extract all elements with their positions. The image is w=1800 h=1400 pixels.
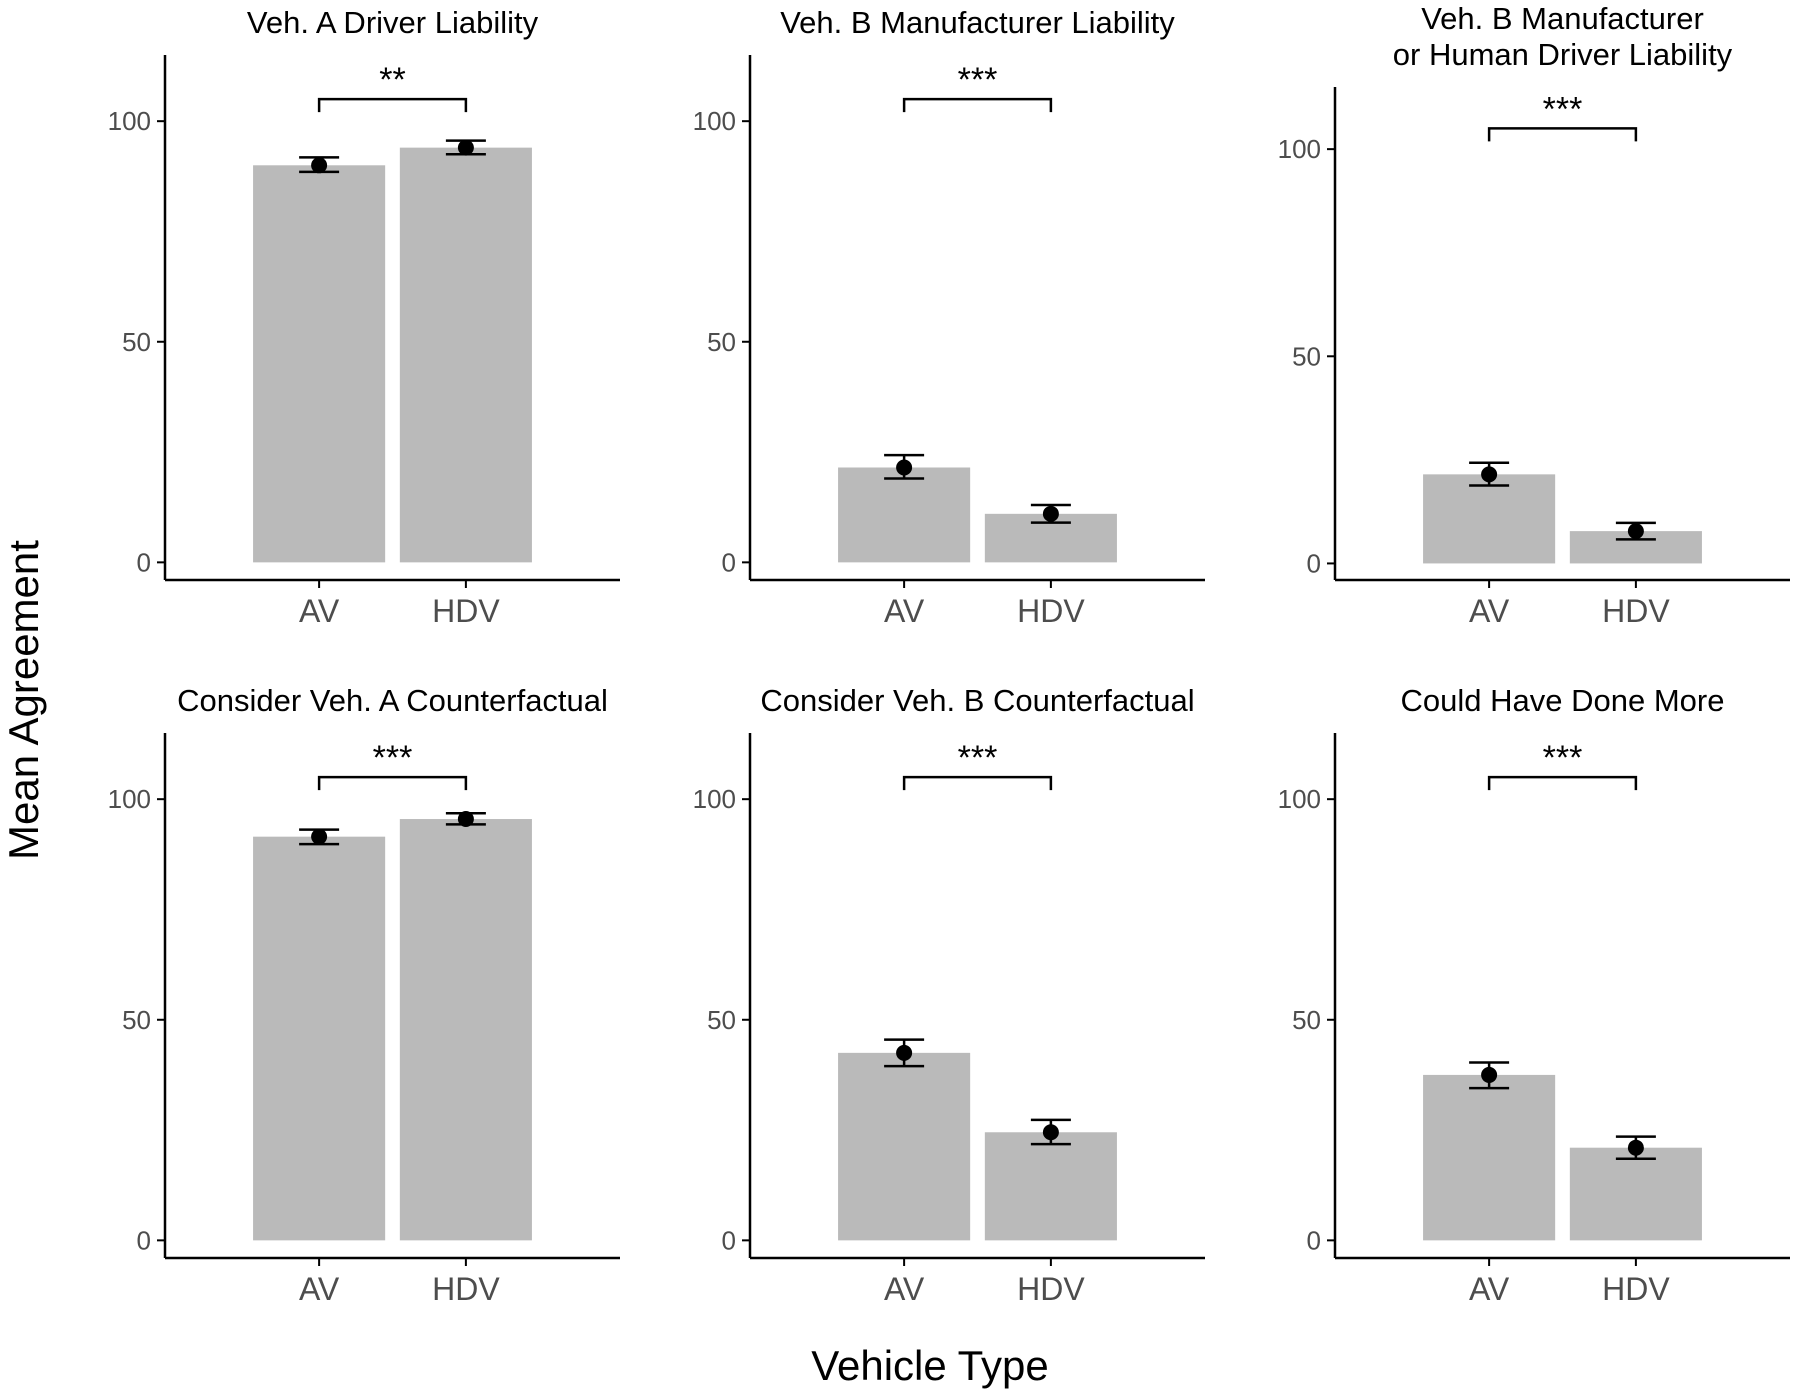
significance-label: ** <box>379 61 405 99</box>
x-tick-label: AV <box>884 1271 925 1307</box>
bar <box>399 819 532 1241</box>
significance-bracket <box>317 97 468 113</box>
bar <box>253 165 386 563</box>
y-tick-label: 100 <box>108 106 151 136</box>
significance-label: *** <box>958 739 998 777</box>
panel-title: Consider Veh. B Counterfactual <box>760 683 1194 718</box>
chart-panel: Veh. A Driver Liability AV HDV ** 0 50 100 <box>108 5 620 629</box>
x-tick-label: HDV <box>1017 1271 1085 1307</box>
y-tick-label: 0 <box>1307 1225 1321 1255</box>
bar <box>399 147 532 563</box>
x-tick-label: HDV <box>1602 593 1670 629</box>
y-tick-label: 0 <box>722 1225 736 1255</box>
x-tick-label: HDV <box>432 1271 500 1307</box>
x-tick-label: AV <box>299 593 340 629</box>
bar <box>1569 1147 1702 1241</box>
y-tick-label: 100 <box>108 784 151 814</box>
panel-title: Veh. A Driver Liability <box>247 5 539 40</box>
bar <box>1423 474 1556 564</box>
mean-point <box>896 1044 913 1061</box>
significance-label: *** <box>1543 739 1583 777</box>
significance-bracket <box>902 775 1053 791</box>
y-tick-label: 100 <box>693 784 736 814</box>
y-tick-label: 100 <box>1278 134 1321 164</box>
mean-point <box>1481 1066 1498 1083</box>
significance-label: *** <box>958 61 998 99</box>
y-tick-label: 0 <box>137 1225 151 1255</box>
y-tick-label: 50 <box>122 1005 151 1035</box>
mean-point <box>311 828 328 845</box>
y-tick-label: 50 <box>1292 1005 1321 1035</box>
panel-title: Consider Veh. A Counterfactual <box>177 683 608 718</box>
y-tick-label: 0 <box>1307 548 1321 578</box>
y-tick-label: 50 <box>707 1005 736 1035</box>
mean-point <box>1481 466 1498 483</box>
mean-point <box>896 459 913 476</box>
bar <box>1423 1074 1556 1241</box>
significance-label: *** <box>1543 90 1583 128</box>
significance-bracket <box>902 97 1053 113</box>
chart-panel: Consider Veh. B Counterfactual AV HDV *** 0 5… <box>693 683 1205 1307</box>
chart-panel: Could Have Done More AV HDV *** 0 50 100 <box>1278 683 1790 1307</box>
x-axis-title: Vehicle Type <box>811 1342 1048 1389</box>
y-tick-label: 50 <box>122 327 151 357</box>
chart-panel: Veh. B Manufacturer Liability AV HDV *** 0 50… <box>693 5 1205 629</box>
bar <box>838 467 971 563</box>
significance-bracket <box>317 775 468 791</box>
panel-title: Could Have Done More <box>1401 683 1725 718</box>
significance-bracket <box>1487 127 1638 142</box>
mean-point <box>1627 523 1644 540</box>
x-tick-label: HDV <box>432 593 500 629</box>
panel-title: Veh. B Manufacturer Liability <box>780 5 1175 40</box>
mean-point <box>457 139 474 156</box>
panel-title: or Human Driver Liability <box>1393 37 1733 72</box>
y-tick-label: 50 <box>1292 341 1321 371</box>
bar <box>253 836 386 1241</box>
bar <box>984 1132 1117 1241</box>
y-tick-label: 100 <box>1278 784 1321 814</box>
x-tick-label: AV <box>884 593 925 629</box>
mean-point <box>311 157 328 174</box>
x-tick-label: AV <box>1469 1271 1510 1307</box>
significance-bracket <box>1487 775 1638 791</box>
x-tick-label: HDV <box>1017 593 1085 629</box>
y-tick-label: 0 <box>137 547 151 577</box>
chart-panel: Consider Veh. A Counterfactual AV HDV *** 0 5… <box>108 683 620 1307</box>
y-tick-label: 0 <box>722 547 736 577</box>
significance-label: *** <box>373 739 413 777</box>
x-tick-label: AV <box>299 1271 340 1307</box>
x-tick-label: AV <box>1469 593 1510 629</box>
mean-point <box>1042 505 1059 522</box>
panel-title: Veh. B Manufacturer <box>1421 1 1704 36</box>
bar <box>838 1052 971 1241</box>
mean-point <box>457 811 474 828</box>
mean-point <box>1042 1124 1059 1141</box>
x-tick-label: HDV <box>1602 1271 1670 1307</box>
y-tick-label: 50 <box>707 327 736 357</box>
y-axis-title: Mean Agreement <box>0 540 47 860</box>
y-tick-label: 100 <box>693 106 736 136</box>
mean-point <box>1627 1139 1644 1156</box>
